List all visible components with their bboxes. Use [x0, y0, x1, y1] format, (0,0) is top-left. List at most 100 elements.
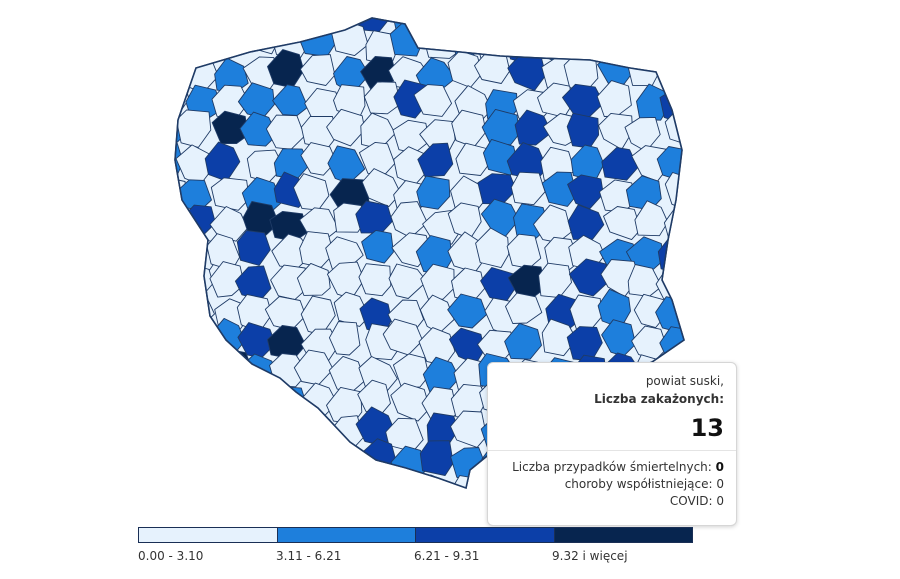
powiat-region[interactable] — [178, 448, 214, 484]
powiat-region[interactable] — [181, 28, 217, 66]
powiat-region[interactable] — [417, 142, 454, 178]
powiat-region[interactable] — [242, 415, 276, 454]
powiat-region[interactable] — [241, 20, 281, 55]
powiat-region[interactable] — [240, 387, 281, 424]
powiat-region[interactable] — [390, 382, 431, 422]
powiat-region[interactable] — [300, 142, 337, 176]
powiat-region[interactable] — [240, 0, 279, 28]
powiat-region[interactable] — [210, 177, 250, 211]
powiat-region[interactable] — [273, 419, 310, 452]
powiat-region[interactable] — [156, 231, 189, 267]
powiat-region[interactable] — [299, 54, 336, 86]
powiat-region[interactable] — [475, 227, 510, 269]
powiat-region[interactable] — [178, 410, 216, 448]
powiat-region[interactable] — [601, 147, 639, 181]
powiat-region[interactable] — [481, 108, 520, 146]
powiat-region[interactable] — [573, 28, 611, 63]
powiat-region[interactable] — [416, 175, 451, 210]
powiat-region[interactable] — [326, 108, 366, 147]
powiat-region[interactable] — [477, 0, 515, 38]
powiat-region[interactable] — [627, 0, 665, 26]
powiat-region[interactable] — [299, 0, 334, 32]
powiat-region[interactable] — [303, 449, 339, 486]
powiat-region[interactable] — [175, 350, 212, 388]
powiat-region[interactable] — [634, 200, 669, 237]
powiat-region[interactable] — [328, 321, 361, 356]
powiat-region[interactable] — [534, 0, 572, 34]
powiat-region[interactable] — [333, 291, 370, 327]
powiat-region[interactable] — [361, 229, 394, 264]
powiat-region[interactable] — [212, 21, 250, 56]
powiat-region[interactable] — [145, 0, 181, 35]
powiat-region[interactable] — [660, 53, 692, 89]
powiat-region[interactable] — [208, 0, 244, 27]
powiat-region[interactable] — [326, 469, 364, 507]
powiat-region[interactable] — [567, 204, 605, 240]
powiat-region[interactable] — [420, 263, 455, 301]
powiat-region[interactable] — [146, 386, 183, 424]
powiat-region[interactable] — [152, 290, 186, 329]
powiat-region[interactable] — [144, 415, 180, 452]
powiat-region[interactable] — [510, 171, 546, 206]
powiat-region[interactable] — [178, 381, 213, 416]
powiat-region[interactable] — [208, 475, 246, 510]
powiat-region[interactable] — [511, 0, 546, 27]
powiat-region[interactable] — [150, 26, 190, 65]
powiat-region[interactable] — [504, 322, 542, 360]
powiat-region[interactable] — [601, 0, 635, 31]
powiat-region[interactable] — [148, 142, 184, 181]
powiat-region[interactable] — [633, 26, 670, 60]
powiat-region[interactable] — [419, 0, 457, 29]
powiat-region[interactable] — [388, 263, 428, 299]
powiat-region[interactable] — [358, 263, 392, 297]
powiat-region[interactable] — [446, 0, 483, 31]
powiat-region[interactable] — [214, 415, 249, 450]
powiat-region[interactable] — [661, 21, 697, 57]
powiat-region[interactable] — [541, 171, 578, 207]
powiat-region[interactable] — [392, 474, 433, 512]
powiat-region[interactable] — [266, 480, 308, 516]
powiat-region[interactable] — [242, 444, 275, 481]
powiat-region[interactable] — [179, 0, 220, 34]
powiat-region[interactable] — [237, 469, 277, 502]
powiat-region[interactable] — [152, 209, 187, 245]
powiat-region[interactable] — [568, 258, 608, 297]
powiat-region[interactable] — [152, 53, 188, 92]
powiat-region[interactable] — [299, 417, 332, 450]
powiat-region[interactable] — [148, 321, 184, 357]
powiat-region[interactable] — [447, 293, 488, 329]
powiat-region[interactable] — [152, 347, 187, 384]
powiat-region[interactable] — [150, 176, 186, 213]
powiat-region[interactable] — [413, 84, 453, 117]
powiat-region[interactable] — [664, 0, 699, 36]
powiat-region[interactable] — [514, 109, 553, 146]
powiat-region[interactable] — [239, 111, 278, 147]
powiat-region[interactable] — [541, 318, 578, 357]
powiat-region[interactable] — [363, 81, 402, 115]
powiat-region[interactable] — [265, 443, 302, 480]
powiat-region[interactable] — [296, 262, 331, 296]
legend-swatch-3[interactable] — [416, 528, 555, 542]
powiat-region[interactable] — [209, 206, 249, 242]
powiat-region[interactable] — [505, 292, 543, 324]
legend-swatch-2[interactable] — [277, 528, 416, 542]
powiat-region[interactable] — [419, 440, 454, 476]
powiat-region[interactable] — [152, 265, 192, 301]
powiat-region[interactable] — [597, 27, 637, 61]
powiat-region[interactable] — [211, 110, 249, 144]
powiat-region[interactable] — [179, 327, 217, 361]
legend-swatch-4[interactable] — [554, 528, 692, 542]
powiat-region[interactable] — [143, 446, 185, 480]
powiat-region[interactable] — [175, 473, 215, 509]
powiat-region[interactable] — [603, 206, 642, 241]
legend-swatch-1[interactable] — [139, 528, 278, 542]
powiat-region[interactable] — [210, 377, 246, 417]
powiat-region[interactable] — [207, 442, 244, 475]
powiat-region[interactable] — [150, 468, 185, 504]
powiat-region[interactable] — [300, 476, 336, 509]
powiat-region[interactable] — [361, 168, 402, 208]
powiat-region[interactable] — [392, 353, 430, 389]
powiat-region[interactable] — [331, 448, 369, 485]
powiat-region[interactable] — [566, 0, 600, 24]
powiat-region[interactable] — [209, 261, 245, 298]
